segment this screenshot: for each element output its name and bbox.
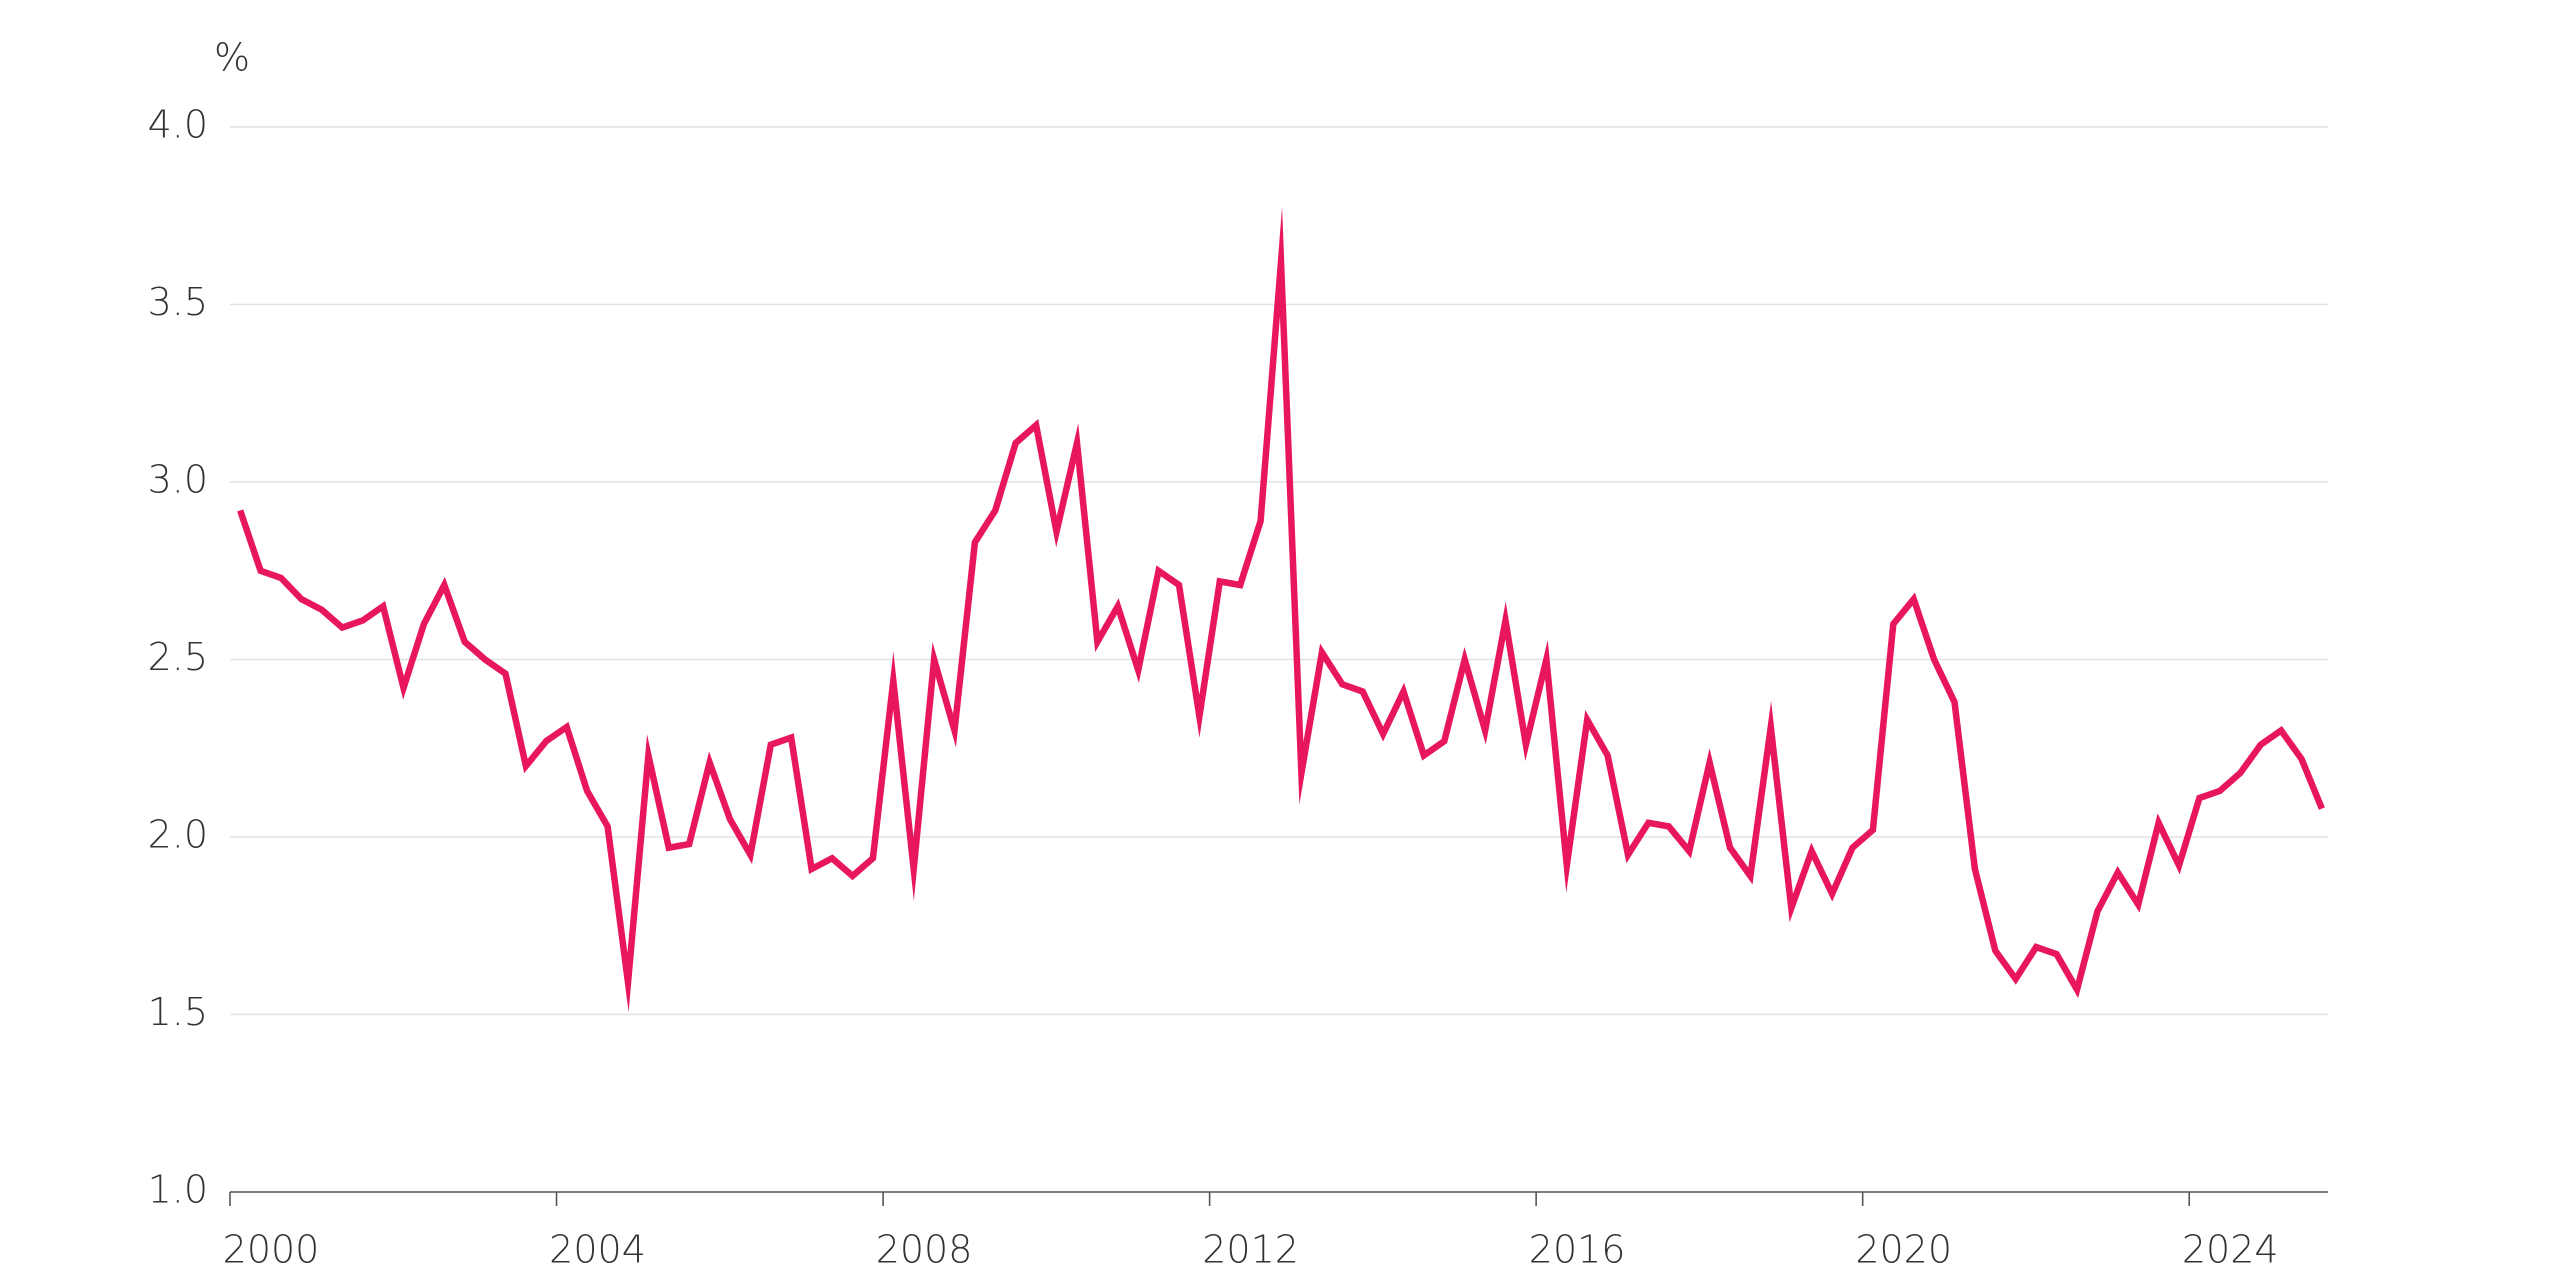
y-tick-label: 4.0: [148, 103, 208, 147]
x-tick-label: 2004: [549, 1228, 646, 1272]
x-tick-label: 2012: [1202, 1228, 1299, 1272]
y-tick-label: 3.0: [148, 458, 208, 502]
x-tick-label: 2008: [876, 1228, 973, 1272]
x-tick-label: 2000: [223, 1228, 320, 1272]
y-axis-label: %: [214, 36, 250, 80]
y-tick-label: 2.0: [148, 813, 208, 857]
y-tick-label: 1.5: [148, 990, 208, 1034]
y-tick-label: 1.0: [148, 1168, 208, 1212]
x-tick-label: 2016: [1529, 1228, 1626, 1272]
data-line: [237, 207, 2325, 1013]
x-tick-label: 2024: [2182, 1228, 2279, 1272]
y-tick-label: 3.5: [148, 280, 208, 324]
x-tick-label: 2020: [1855, 1228, 1952, 1272]
y-tick-label: 2.5: [148, 635, 208, 679]
